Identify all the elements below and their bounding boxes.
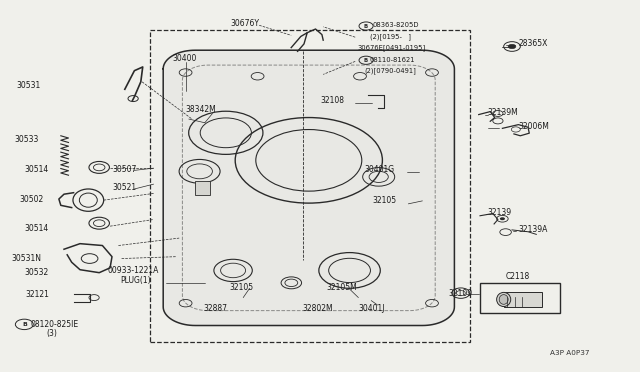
Text: 30401J: 30401J <box>358 304 385 312</box>
Text: 00933-1221A: 00933-1221A <box>108 266 159 275</box>
Text: 30401G: 30401G <box>365 165 395 174</box>
Text: 30514: 30514 <box>24 224 49 233</box>
Text: 30514: 30514 <box>24 165 49 174</box>
Text: 32802M: 32802M <box>302 304 333 312</box>
Ellipse shape <box>499 295 508 304</box>
Text: 30507: 30507 <box>112 165 136 174</box>
Text: 32105M: 32105M <box>326 283 357 292</box>
Text: B: B <box>364 58 368 63</box>
Text: 32105: 32105 <box>229 283 253 292</box>
Bar <box>504 292 542 307</box>
Circle shape <box>508 44 516 49</box>
Circle shape <box>500 217 505 220</box>
Text: 08120-825IE: 08120-825IE <box>31 320 79 329</box>
Text: 30531: 30531 <box>16 81 40 90</box>
Text: 32139: 32139 <box>488 208 512 217</box>
Text: A3P A0P37: A3P A0P37 <box>550 350 590 356</box>
Text: 32109: 32109 <box>448 289 472 298</box>
Text: (3): (3) <box>46 329 57 338</box>
Text: B: B <box>364 23 368 29</box>
Text: 30533: 30533 <box>14 135 38 144</box>
Text: 30502: 30502 <box>19 195 44 203</box>
Text: 08363-8205D: 08363-8205D <box>372 22 419 28</box>
Bar <box>480 283 560 313</box>
Bar <box>150 30 470 342</box>
Text: C2118: C2118 <box>506 272 530 280</box>
Text: 32139M: 32139M <box>488 108 518 117</box>
Text: (2)[0790-0491]: (2)[0790-0491] <box>365 67 417 74</box>
Text: B: B <box>22 322 27 327</box>
Polygon shape <box>163 50 454 326</box>
Bar <box>195 181 210 195</box>
Text: 32108: 32108 <box>320 96 344 105</box>
Text: 30676Y: 30676Y <box>230 19 259 28</box>
Text: 32121: 32121 <box>26 290 49 299</box>
Text: 28365X: 28365X <box>518 39 548 48</box>
Text: 32006M: 32006M <box>518 122 549 131</box>
Text: 32139A: 32139A <box>518 225 548 234</box>
Text: 38342M: 38342M <box>186 105 216 114</box>
Text: 30521: 30521 <box>112 183 136 192</box>
Text: PLUG(1): PLUG(1) <box>120 276 151 285</box>
Text: 30400: 30400 <box>173 54 197 63</box>
Text: (2)[0195-   ]: (2)[0195- ] <box>370 33 411 40</box>
Text: 32887: 32887 <box>204 304 228 312</box>
Text: 30532: 30532 <box>24 268 49 277</box>
Text: 30531N: 30531N <box>12 254 42 263</box>
Text: 30676E[0491-0195]: 30676E[0491-0195] <box>357 44 426 51</box>
Text: 32105: 32105 <box>372 196 397 205</box>
Ellipse shape <box>497 292 511 307</box>
Text: 08110-81621: 08110-81621 <box>370 57 415 62</box>
